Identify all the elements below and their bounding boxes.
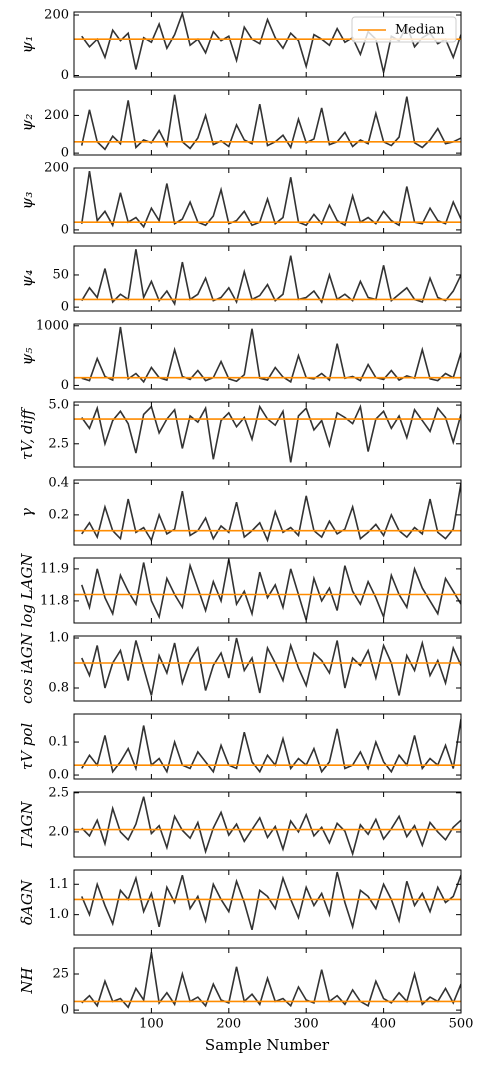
y-axis-label: log LAGN xyxy=(18,553,36,628)
trace-line xyxy=(81,249,461,307)
y-tick-label: 0.8 xyxy=(48,681,69,696)
y-tick-label: 1.0 xyxy=(48,907,69,922)
trace-line xyxy=(81,952,461,1009)
y-tick-label: 2.5 xyxy=(48,785,69,800)
panel-frame xyxy=(73,11,462,78)
y-tick-label: 11.8 xyxy=(40,593,69,608)
trace-line xyxy=(81,796,461,857)
panel-frame xyxy=(73,479,462,546)
trace-line xyxy=(80,94,461,151)
y-axis-label: τV, diff xyxy=(18,407,36,460)
y-tick-label: 200 xyxy=(44,8,69,23)
y-tick-label: 50 xyxy=(52,267,69,282)
y-axis-label: δAGN xyxy=(18,879,36,925)
y-tick-label: 0 xyxy=(61,222,69,237)
y-tick-label: 0.2 xyxy=(48,507,69,522)
y-tick-label: 0 xyxy=(61,300,69,315)
y-axis-label: ψ₅ xyxy=(18,348,36,366)
panel-frame xyxy=(73,869,462,936)
panel-frame xyxy=(73,791,462,858)
y-axis-label: ΓAGN xyxy=(18,800,36,848)
y-tick-label: 1.0 xyxy=(48,631,69,646)
panel-frame xyxy=(73,89,462,156)
x-tick-label: 400 xyxy=(371,1017,396,1032)
x-tick-label: 100 xyxy=(139,1017,164,1032)
y-axis-label: ψ₄ xyxy=(18,270,36,288)
trace-line xyxy=(80,559,461,621)
trace-line xyxy=(81,326,461,384)
y-tick-label: 0.1 xyxy=(48,735,69,750)
y-tick-label: 5.0 xyxy=(48,398,69,413)
y-tick-label: 1000 xyxy=(36,318,69,333)
panel-frame xyxy=(73,635,462,702)
x-tick-label: 200 xyxy=(216,1017,241,1032)
y-tick-label: 0.4 xyxy=(48,476,69,491)
y-axis-label: ψ₂ xyxy=(18,114,36,132)
trace-line xyxy=(81,718,461,774)
panel-frame xyxy=(73,323,462,390)
y-tick-label: 0 xyxy=(61,378,69,393)
y-axis-label: cos iAGN xyxy=(18,632,36,704)
y-tick-label: 2.5 xyxy=(48,436,69,451)
y-tick-label: 0 xyxy=(61,1003,69,1018)
legend-box xyxy=(351,16,457,43)
panel-frame xyxy=(73,713,462,780)
y-axis-label: γ xyxy=(18,508,36,517)
trace-line xyxy=(81,483,461,543)
trace-line xyxy=(81,403,461,463)
y-axis-label: τV pol xyxy=(18,723,36,771)
panel-frame xyxy=(73,245,462,312)
y-tick-label: 1.1 xyxy=(48,877,69,892)
panel-frame xyxy=(73,947,462,1014)
y-tick-label: 11.9 xyxy=(40,561,69,576)
y-tick-label: 2.0 xyxy=(48,824,69,839)
y-tick-label: 0.0 xyxy=(48,768,69,783)
trace-line xyxy=(80,170,461,229)
trace-line xyxy=(81,637,461,696)
y-axis-label: ψ₁ xyxy=(18,36,36,54)
x-tick-label: 500 xyxy=(449,1017,474,1032)
y-tick-label: 200 xyxy=(44,161,69,176)
y-axis-label: NH xyxy=(18,966,36,994)
panel-frame xyxy=(73,401,462,468)
y-tick-label: 0 xyxy=(61,68,69,83)
x-tick-label: 300 xyxy=(294,1017,319,1032)
y-axis-label: ψ₃ xyxy=(18,192,36,210)
panel-frame xyxy=(73,557,462,624)
y-tick-label: 200 xyxy=(44,108,69,123)
y-tick-label: 0 xyxy=(61,146,69,161)
x-axis-label: Sample Number xyxy=(205,1036,330,1054)
legend-label: Median xyxy=(395,23,445,38)
trace-line xyxy=(81,871,461,931)
y-tick-label: 25 xyxy=(52,967,69,982)
panel-frame xyxy=(73,167,462,234)
